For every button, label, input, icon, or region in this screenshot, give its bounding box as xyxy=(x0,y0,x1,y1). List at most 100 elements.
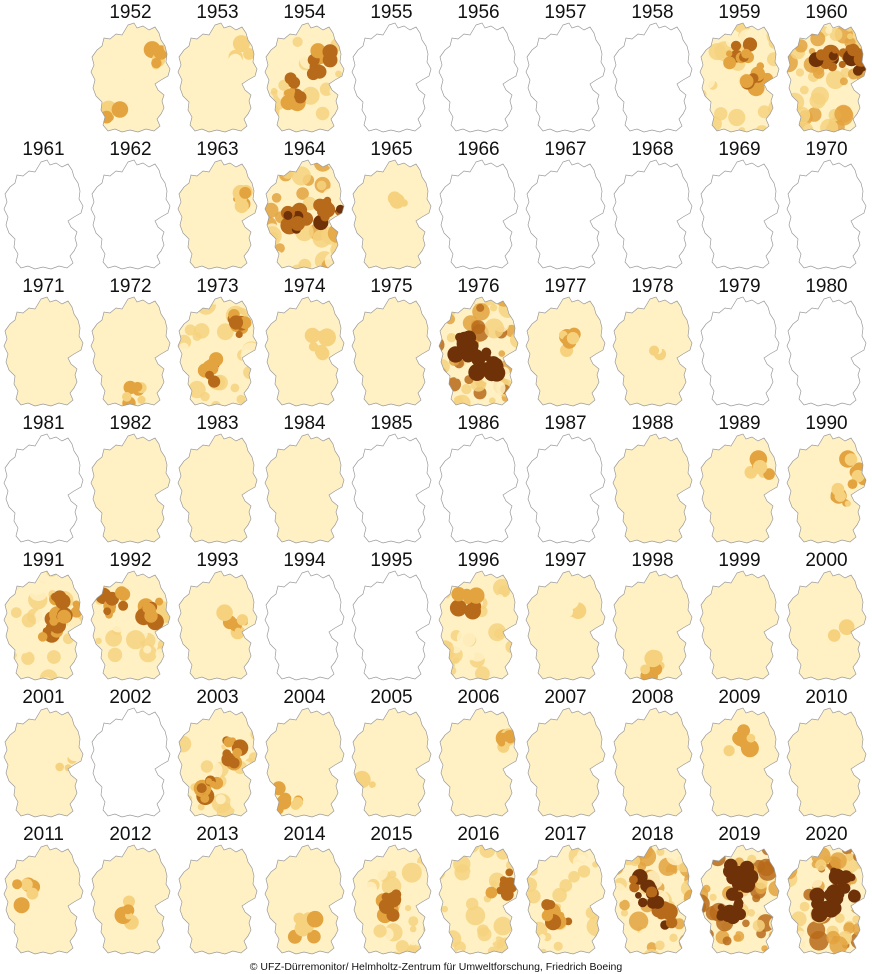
germany-map xyxy=(264,844,345,955)
drought-hotspot xyxy=(809,887,825,904)
drought-hotspot xyxy=(853,51,866,67)
drought-patch xyxy=(672,772,680,780)
drought-hotspot xyxy=(137,395,146,404)
drought-patch xyxy=(322,473,340,491)
drought-patch xyxy=(640,619,653,632)
year-label: 1987 xyxy=(544,413,587,434)
drought-patch xyxy=(236,394,246,404)
year-label: 1970 xyxy=(805,139,848,160)
drought-patch xyxy=(271,193,282,203)
year-label: 1966 xyxy=(457,139,500,160)
year-map-2004: 2004 xyxy=(261,685,348,822)
drought-patch xyxy=(862,31,866,43)
drought-patch xyxy=(151,877,166,891)
germany-map xyxy=(699,159,780,270)
drought-patch xyxy=(362,184,379,201)
year-map-2015: 2015 xyxy=(348,822,435,959)
drought-patch xyxy=(291,166,311,186)
drought-hotspot xyxy=(223,737,234,748)
year-label: 2004 xyxy=(283,687,326,708)
germany-map xyxy=(264,433,345,544)
drought-patch xyxy=(556,384,568,397)
drought-hotspot xyxy=(200,793,210,803)
drought-hotspot xyxy=(280,94,296,111)
drought-patch xyxy=(157,868,168,880)
drought-patch xyxy=(352,391,362,406)
drought-patch xyxy=(497,756,512,772)
drought-patch xyxy=(352,748,365,761)
drought-hotspot xyxy=(741,48,751,59)
drought-patch xyxy=(328,318,342,333)
year-map-1991: 1991 xyxy=(0,548,87,685)
country-border xyxy=(438,570,519,681)
year-label: 1979 xyxy=(718,276,761,297)
drought-patch xyxy=(441,905,448,913)
drought-hotspot xyxy=(12,879,23,890)
drought-patch xyxy=(700,92,704,103)
germany-map xyxy=(438,159,519,270)
drought-patch xyxy=(439,297,447,304)
drought-patch xyxy=(290,777,302,789)
drought-patch xyxy=(113,391,121,399)
year-label: 2010 xyxy=(805,687,848,708)
drought-patch xyxy=(205,879,226,899)
germany-map xyxy=(525,22,606,133)
drought-patch xyxy=(813,67,825,79)
drought-patch xyxy=(315,398,332,406)
drought-patch xyxy=(599,709,605,719)
germany-map xyxy=(612,296,693,407)
drought-patch xyxy=(729,531,738,540)
drought-patch xyxy=(637,308,649,320)
germany-map xyxy=(699,570,780,681)
drought-patch xyxy=(409,925,417,933)
drought-patch xyxy=(178,116,187,129)
drought-patch xyxy=(330,764,340,774)
germany-map xyxy=(525,570,606,681)
drought-patch xyxy=(728,108,746,127)
drought-patch xyxy=(825,70,845,90)
drought-patch xyxy=(758,485,773,500)
drought-patch xyxy=(861,525,866,537)
drought-patch xyxy=(674,513,686,525)
drought-hotspot xyxy=(455,332,464,342)
drought-hotspot xyxy=(562,592,579,610)
drought-patch xyxy=(566,585,576,595)
drought-patch xyxy=(729,595,742,608)
drought-patch xyxy=(188,380,206,399)
drought-patch xyxy=(178,208,188,225)
map-fill xyxy=(352,23,431,132)
country-border xyxy=(3,433,84,544)
drought-patch xyxy=(47,650,61,664)
map-fill xyxy=(787,708,866,817)
drought-patch xyxy=(526,793,539,805)
drought-patch xyxy=(453,941,466,954)
drought-patch xyxy=(336,360,343,367)
drought-patch xyxy=(463,713,474,724)
year-label: 1991 xyxy=(22,550,65,571)
drought-hotspot xyxy=(228,315,244,330)
drought-patch xyxy=(179,231,188,240)
drought-patch xyxy=(124,851,142,869)
year-label: 1990 xyxy=(805,413,848,434)
drought-patch xyxy=(474,797,487,810)
drought-patch xyxy=(825,473,836,484)
drought-hotspot xyxy=(228,53,242,68)
year-map-1964: 1964 xyxy=(261,137,348,274)
year-map-1995: 1995 xyxy=(348,548,435,685)
drought-patch xyxy=(211,223,221,232)
germany-map xyxy=(786,844,867,955)
drought-patch xyxy=(472,297,487,306)
drought-patch xyxy=(295,124,306,132)
germany-map xyxy=(786,159,867,270)
drought-patch xyxy=(678,712,692,729)
drought-patch xyxy=(155,648,166,660)
drought-patch xyxy=(793,604,803,614)
year-map-1972: 1972 xyxy=(87,274,174,411)
drought-patch xyxy=(847,33,854,40)
drought-patch xyxy=(567,712,584,729)
year-label: 1962 xyxy=(109,139,152,160)
country-border xyxy=(612,296,693,407)
germany-map xyxy=(3,433,84,544)
map-fill xyxy=(700,297,779,406)
